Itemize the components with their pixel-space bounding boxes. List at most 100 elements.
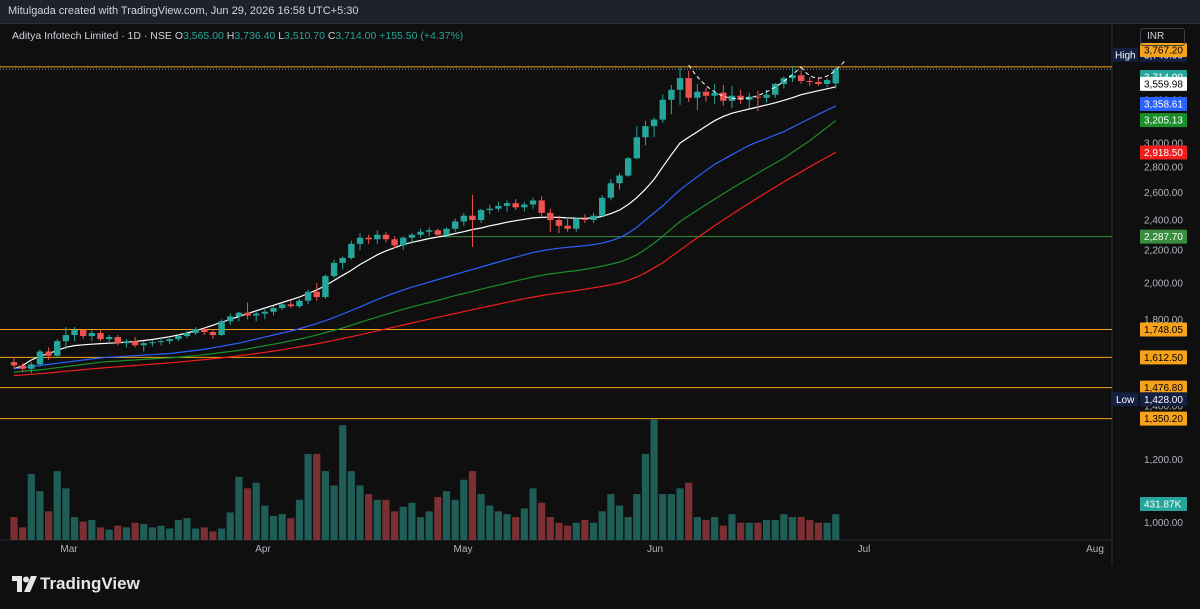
candle-body bbox=[633, 137, 640, 159]
candle-body bbox=[832, 69, 839, 84]
candle bbox=[797, 70, 805, 84]
candle-body bbox=[503, 203, 511, 206]
candle bbox=[253, 311, 260, 322]
open-value: 3,565.00 bbox=[183, 30, 224, 42]
candle bbox=[149, 340, 156, 347]
candle-body bbox=[105, 337, 113, 340]
y-tick-label: 3,000.00 bbox=[1144, 138, 1183, 149]
candle-body bbox=[460, 215, 467, 222]
candle-body bbox=[443, 228, 450, 235]
symbol-name: Aditya Infotech Limited · 1D · NSE bbox=[12, 30, 172, 42]
candle-body bbox=[253, 313, 260, 316]
candle bbox=[547, 208, 554, 232]
candle-body bbox=[287, 304, 294, 307]
candle-body bbox=[772, 83, 779, 95]
candle bbox=[754, 90, 762, 112]
candle-body bbox=[642, 126, 649, 138]
y-tick-label: 2,000.00 bbox=[1144, 278, 1183, 289]
volume-bar bbox=[529, 488, 537, 540]
volume-bar bbox=[269, 515, 278, 540]
price-chart[interactable]: 1,000.001,200.001,400.001,600.001,800.00… bbox=[0, 0, 1200, 565]
axis-price-label-bg bbox=[1140, 392, 1187, 407]
candle bbox=[62, 327, 70, 350]
candle bbox=[434, 228, 442, 238]
candle bbox=[114, 335, 121, 346]
volume-bar bbox=[425, 511, 433, 540]
candle bbox=[28, 362, 35, 374]
currency-selector[interactable]: INR bbox=[1140, 28, 1185, 46]
volume-bar bbox=[641, 453, 650, 540]
candle bbox=[443, 227, 450, 238]
volume-bar bbox=[737, 522, 745, 540]
candle-body bbox=[140, 343, 147, 346]
volume-bar bbox=[356, 485, 364, 540]
level-price-label-bg bbox=[1140, 350, 1187, 365]
y-tick-label: 1,200.00 bbox=[1144, 455, 1183, 466]
volume-bar bbox=[148, 527, 156, 540]
volume-bar bbox=[442, 491, 451, 540]
level-tag-bg bbox=[1112, 47, 1138, 62]
volume-bar bbox=[330, 485, 338, 540]
candle-body bbox=[469, 215, 476, 221]
candle-body bbox=[581, 218, 589, 221]
axis-price-label-bg bbox=[1140, 113, 1187, 128]
candle-body bbox=[322, 276, 329, 298]
candle bbox=[564, 217, 571, 232]
candle bbox=[19, 363, 26, 373]
candle-body bbox=[123, 341, 130, 344]
candle-body bbox=[607, 183, 615, 198]
volume-bar bbox=[468, 471, 477, 540]
candle bbox=[789, 66, 796, 82]
candle bbox=[71, 327, 78, 342]
volume-bar bbox=[114, 525, 122, 540]
candle-body bbox=[547, 212, 554, 221]
volume-bar bbox=[451, 499, 459, 540]
level-price-label-bg bbox=[1140, 322, 1187, 337]
volume-bar bbox=[62, 488, 70, 540]
x-tick-label: Aug bbox=[1086, 544, 1104, 555]
footer bbox=[0, 565, 1200, 609]
candle bbox=[521, 201, 528, 212]
volume-bar bbox=[572, 522, 580, 540]
candle bbox=[201, 327, 208, 336]
candle-body bbox=[720, 92, 727, 101]
candle-body bbox=[192, 329, 199, 334]
volume-bar bbox=[659, 494, 667, 540]
candle-body bbox=[590, 215, 597, 221]
volume-bar bbox=[166, 528, 174, 540]
volume-bar bbox=[36, 491, 44, 540]
candle bbox=[270, 306, 277, 316]
candle-body bbox=[270, 308, 277, 312]
candle-body bbox=[10, 362, 18, 366]
top-attribution-bar: Mitulgada created with TradingView.com, … bbox=[0, 0, 1200, 24]
low-tag-label: Low bbox=[1116, 395, 1135, 406]
candle bbox=[451, 218, 459, 232]
volume-bar bbox=[512, 517, 520, 540]
candle bbox=[356, 233, 364, 251]
candle bbox=[529, 197, 537, 209]
candle-body bbox=[114, 337, 121, 344]
axis-price-label-bg bbox=[1140, 43, 1187, 57]
volume-bar bbox=[131, 522, 139, 540]
tradingview-logo-text: TradingView bbox=[40, 574, 140, 593]
candle bbox=[668, 84, 675, 115]
y-tick-label: 1,400.00 bbox=[1144, 402, 1183, 413]
candle-body bbox=[131, 341, 139, 346]
candle-body bbox=[823, 80, 831, 84]
candle-body bbox=[434, 230, 442, 235]
candle-body bbox=[62, 335, 70, 342]
candle bbox=[573, 217, 580, 232]
candle-body bbox=[477, 210, 485, 221]
candle bbox=[599, 195, 606, 218]
volume-bar bbox=[122, 527, 131, 540]
candle-body bbox=[227, 316, 234, 322]
volume-bar bbox=[252, 482, 260, 540]
volume-bar bbox=[157, 525, 165, 540]
candle bbox=[330, 259, 338, 278]
candle-body bbox=[19, 365, 26, 369]
candle-body bbox=[97, 333, 104, 340]
volume-bar bbox=[79, 521, 87, 540]
level-price-label: 1,748.05 bbox=[1144, 325, 1183, 336]
axis-price-label-bg bbox=[1140, 76, 1187, 91]
candle bbox=[408, 233, 416, 244]
